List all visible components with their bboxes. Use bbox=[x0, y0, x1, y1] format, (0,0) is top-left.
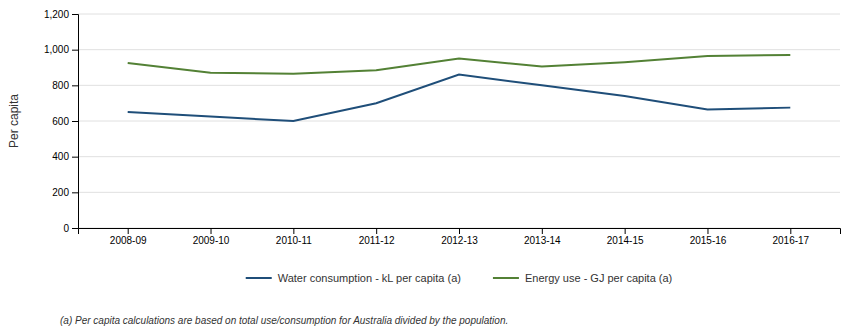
legend-item: Water consumption - kL per capita (a) bbox=[246, 272, 461, 284]
x-tick-mark bbox=[625, 228, 626, 234]
x-axis-line bbox=[79, 229, 841, 235]
x-tick: 2012-13 bbox=[441, 228, 478, 246]
grid-line bbox=[78, 192, 840, 193]
x-tick: 2015-16 bbox=[690, 228, 727, 246]
x-tick-mark bbox=[293, 228, 294, 234]
grid bbox=[78, 14, 840, 228]
x-tick: 2009-10 bbox=[193, 228, 230, 246]
x-tick-mark bbox=[707, 228, 708, 234]
y-axis-line bbox=[72, 15, 79, 229]
legend-label: Water consumption - kL per capita (a) bbox=[278, 272, 461, 284]
x-tick-label: 2014-15 bbox=[607, 235, 644, 246]
footnote: (a) Per capita calculations are based on… bbox=[60, 315, 508, 326]
y-tick-label: 400 bbox=[52, 151, 69, 162]
legend-label: Energy use - GJ per capita (a) bbox=[525, 272, 672, 284]
legend: Water consumption - kL per capita (a) Ene… bbox=[246, 272, 673, 284]
y-tick: 400 bbox=[52, 151, 78, 162]
y-tick-mark bbox=[72, 85, 78, 86]
x-tick: 2016-17 bbox=[772, 228, 809, 246]
series-line bbox=[128, 55, 791, 74]
x-tick: 2008-09 bbox=[110, 228, 147, 246]
y-axis-title: Per capita bbox=[7, 94, 21, 148]
grid-line bbox=[78, 49, 840, 50]
y-tick-label: 800 bbox=[52, 80, 69, 91]
x-tick: 2010-11 bbox=[276, 228, 312, 246]
x-tick-label: 2010-11 bbox=[276, 235, 312, 246]
x-tick-mark bbox=[128, 228, 129, 234]
grid-line bbox=[78, 14, 840, 15]
x-tick-mark bbox=[790, 228, 791, 234]
x-axis: 2008-09 2009-10 2010-11 2011-12 2012-13 2013-… bbox=[79, 228, 841, 246]
x-tick: 2014-15 bbox=[607, 228, 644, 246]
x-tick: 2013-14 bbox=[524, 228, 561, 246]
x-tick-label: 2008-09 bbox=[110, 235, 147, 246]
y-tick-mark bbox=[72, 228, 78, 229]
y-tick: 600 bbox=[52, 116, 78, 127]
x-tick-label: 2009-10 bbox=[193, 235, 230, 246]
x-tick-label: 2015-16 bbox=[690, 235, 727, 246]
y-tick-label: 0 bbox=[63, 223, 69, 234]
y-tick-mark bbox=[72, 157, 78, 158]
y-tick-mark bbox=[72, 14, 78, 15]
y-tick-label: 1,000 bbox=[44, 44, 69, 55]
y-tick-label: 200 bbox=[52, 187, 69, 198]
y-tick-mark bbox=[72, 50, 78, 51]
y-tick: 1,000 bbox=[44, 44, 78, 55]
legend-item: Energy use - GJ per capita (a) bbox=[493, 272, 672, 284]
y-tick: 800 bbox=[52, 80, 78, 91]
x-tick-mark bbox=[542, 228, 543, 234]
y-tick-label: 600 bbox=[52, 116, 69, 127]
x-tick-mark bbox=[211, 228, 212, 234]
y-tick: 1,200 bbox=[44, 9, 78, 20]
y-tick-label: 1,200 bbox=[44, 9, 69, 20]
grid-line bbox=[78, 121, 840, 122]
y-tick: 0 bbox=[63, 223, 78, 234]
series-line bbox=[128, 75, 791, 121]
y-tick-mark bbox=[72, 121, 78, 122]
marks bbox=[128, 55, 791, 121]
y-axis: 0 200 400 600 800 1,000 1,200 bbox=[44, 9, 79, 234]
chart: 0 200 400 600 800 1,000 1,200 2008-09 2009-10 201… bbox=[0, 0, 864, 336]
x-tick-mark bbox=[376, 228, 377, 234]
legend-swatch bbox=[246, 277, 272, 279]
x-tick-label: 2011-12 bbox=[359, 235, 395, 246]
grid-line bbox=[78, 156, 840, 157]
x-tick-label: 2012-13 bbox=[441, 235, 478, 246]
y-tick: 200 bbox=[52, 187, 78, 198]
y-tick-mark bbox=[72, 192, 78, 193]
x-tick: 2011-12 bbox=[359, 228, 395, 246]
x-tick-mark bbox=[459, 228, 460, 234]
x-tick-label: 2013-14 bbox=[524, 235, 561, 246]
grid-line bbox=[78, 85, 840, 86]
x-tick-label: 2016-17 bbox=[772, 235, 809, 246]
legend-swatch bbox=[493, 277, 519, 279]
plot-area: 0 200 400 600 800 1,000 1,200 2008-09 2009-10 201… bbox=[44, 9, 841, 246]
